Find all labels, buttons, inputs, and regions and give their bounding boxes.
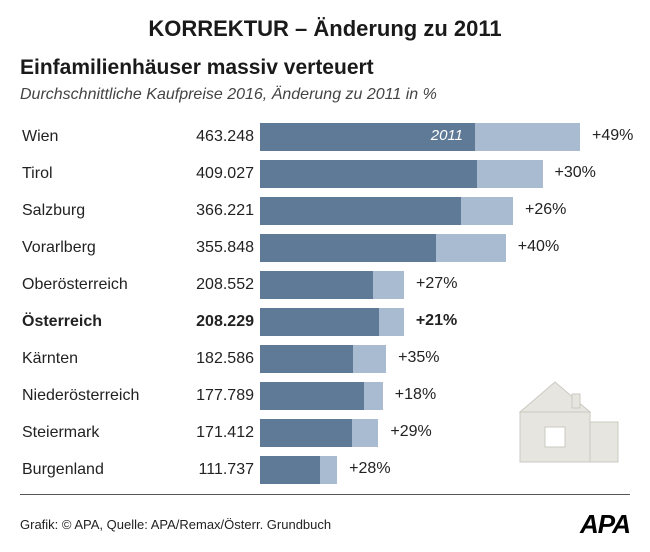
change-label: +18% xyxy=(395,386,436,404)
change-label: +21% xyxy=(416,312,457,330)
bar-2011 xyxy=(260,234,436,262)
region-label: Wien xyxy=(20,128,170,146)
change-label: +49% xyxy=(592,127,633,145)
chart-row: Tirol409.027 +30% xyxy=(20,155,630,192)
bar-cell: +27% xyxy=(260,271,630,299)
bar-cell: +21% xyxy=(260,308,630,336)
bar-2011 xyxy=(260,456,320,484)
price-value: 111.737 xyxy=(170,461,260,479)
price-value: 366.221 xyxy=(170,202,260,220)
price-value: 182.586 xyxy=(170,350,260,368)
credit-text: Grafik: © APA, Quelle: APA/Remax/Österr.… xyxy=(20,517,331,532)
bar-2011 xyxy=(260,419,352,447)
region-label: Salzburg xyxy=(20,202,170,220)
region-label: Oberösterreich xyxy=(20,276,170,294)
bar-2011 xyxy=(260,160,477,188)
region-label: Tirol xyxy=(20,165,170,183)
bar-cell: +26% xyxy=(260,197,630,225)
chart-row: Wien463.248 2011 +49% xyxy=(20,118,630,155)
bar-2011 xyxy=(260,197,461,225)
change-label: +29% xyxy=(390,423,431,441)
top-title: KORREKTUR – Änderung zu 2011 xyxy=(20,16,630,42)
chart-row: Vorarlberg355.848 +40% xyxy=(20,229,630,266)
price-value: 463.248 xyxy=(170,128,260,146)
region-label: Steiermark xyxy=(20,424,170,442)
region-label: Vorarlberg xyxy=(20,239,170,257)
price-value: 409.027 xyxy=(170,165,260,183)
footer: Grafik: © APA, Quelle: APA/Remax/Österr.… xyxy=(20,509,630,540)
apa-logo: APA xyxy=(580,509,630,540)
price-value: 208.229 xyxy=(170,313,260,331)
region-label: Burgenland xyxy=(20,461,170,479)
change-label: +27% xyxy=(416,275,457,293)
year-label-2011: 2011 xyxy=(431,127,463,144)
price-value: 177.789 xyxy=(170,387,260,405)
bar-2011 xyxy=(260,382,364,410)
chart-row: Österreich208.229 +21% xyxy=(20,303,630,340)
house-illustration xyxy=(490,362,620,472)
chart-row: Salzburg366.221 +26% xyxy=(20,192,630,229)
price-value: 355.848 xyxy=(170,239,260,257)
change-label: +30% xyxy=(555,164,596,182)
bar-cell: 2011 +49% xyxy=(260,123,630,151)
bar-2011 xyxy=(260,345,353,373)
region-label: Kärnten xyxy=(20,350,170,368)
change-label: +26% xyxy=(525,201,566,219)
subtitle: Einfamilienhäuser massiv verteuert xyxy=(20,56,630,80)
change-label: +35% xyxy=(398,349,439,367)
price-value: 208.552 xyxy=(170,276,260,294)
footer-divider xyxy=(20,494,630,495)
chart-row: Oberösterreich208.552 +27% xyxy=(20,266,630,303)
price-value: 171.412 xyxy=(170,424,260,442)
description: Durchschnittliche Kaufpreise 2016, Änder… xyxy=(20,86,630,104)
bar-cell: +30% xyxy=(260,160,630,188)
change-label: +28% xyxy=(349,460,390,478)
bar-2011 xyxy=(260,308,379,336)
region-label: Niederösterreich xyxy=(20,387,170,405)
region-label: Österreich xyxy=(20,313,170,331)
change-label: +40% xyxy=(518,238,559,256)
bar-cell: +40% xyxy=(260,234,630,262)
bar-2011 xyxy=(260,271,373,299)
